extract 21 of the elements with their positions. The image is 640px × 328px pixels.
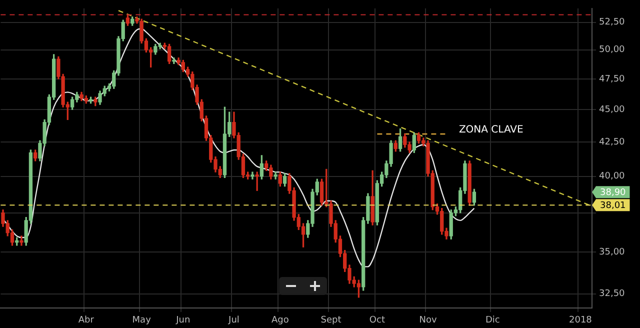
x-tick-label: Jul [228, 316, 240, 326]
annotation: ZONA CLAVE [458, 124, 524, 136]
x-tick-label: Dic [485, 316, 500, 326]
x-tick-label: 2018 [569, 316, 592, 326]
x-tick-label: Jun [175, 316, 190, 326]
x-tick-label: May [132, 316, 152, 326]
x-tick-label: Ago [271, 316, 290, 326]
annotation: 38,90 [600, 188, 626, 198]
y-tick-label: 42,50 [599, 137, 626, 148]
y-tick-label: 52,50 [599, 18, 626, 28]
y-tick-label: 35,00 [599, 247, 626, 258]
ref-line-label: 38,01 [600, 201, 626, 212]
x-tick-label: Oct [369, 316, 386, 326]
x-tick-label: Sept [320, 316, 342, 326]
y-tick-label: 45,00 [599, 104, 626, 115]
x-tick-label: Abr [78, 316, 94, 326]
x-tick-label: Nov [419, 316, 438, 326]
y-tick-label: 47,50 [599, 74, 626, 84]
y-tick-label: 32,50 [599, 289, 626, 300]
y-tick-label: 40,00 [599, 172, 626, 182]
y-tick-label: 50,00 [599, 45, 626, 56]
